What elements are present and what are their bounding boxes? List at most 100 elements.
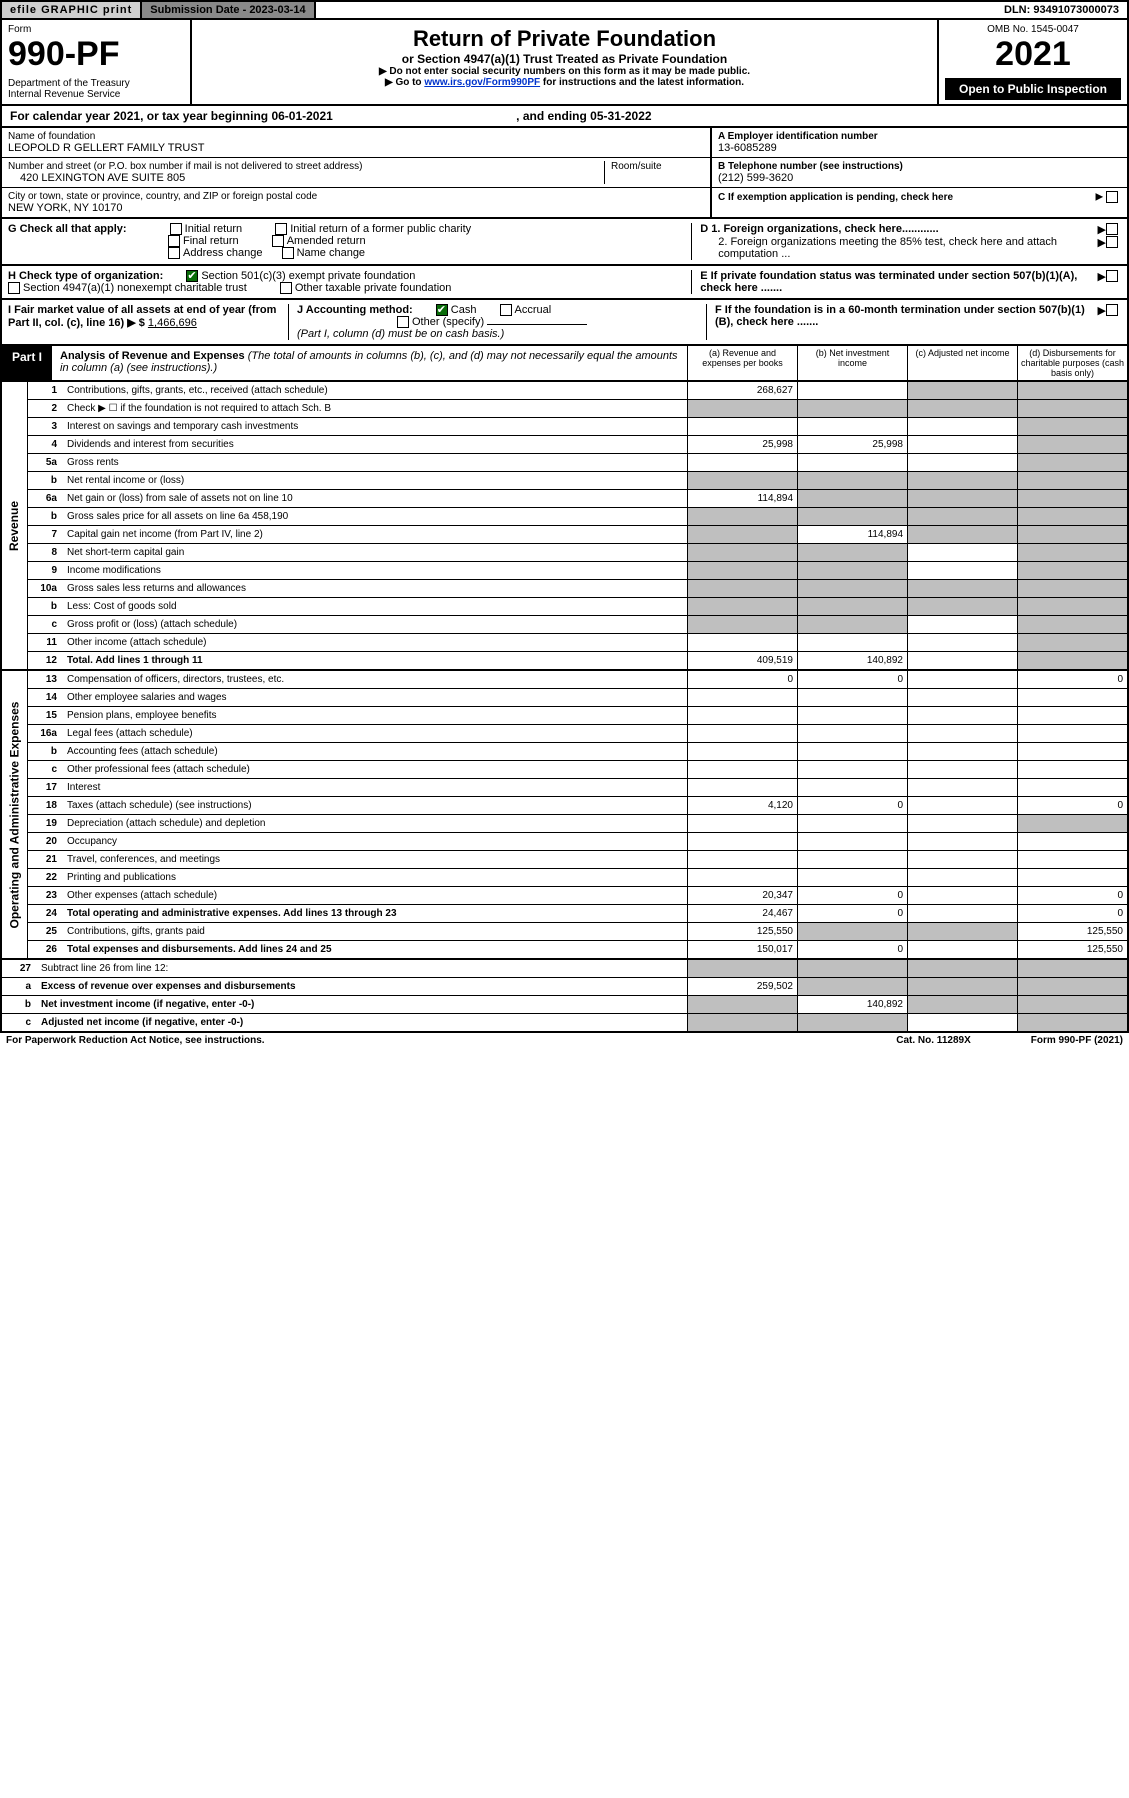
table-row: 3Interest on savings and temporary cash … (28, 418, 1127, 436)
table-cell (1017, 779, 1127, 796)
table-row: bNet investment income (if negative, ent… (2, 996, 1127, 1014)
j-check-other[interactable] (397, 316, 409, 328)
table-cell (687, 851, 797, 868)
note2: ▶ Go to (385, 77, 424, 88)
table-cell (1017, 1014, 1127, 1031)
info-grid: Name of foundation LEOPOLD R GELLERT FAM… (0, 128, 1129, 219)
table-cell (1017, 382, 1127, 399)
g-check-amended[interactable] (272, 235, 284, 247)
table-cell (1017, 978, 1127, 995)
table-cell (1017, 996, 1127, 1013)
h-check-501c3[interactable] (186, 270, 198, 282)
table-row: 21Travel, conferences, and meetings (28, 851, 1127, 869)
f-label: F If the foundation is in a 60-month ter… (715, 304, 1098, 328)
h-check-4947[interactable] (8, 282, 20, 294)
efile-button[interactable]: efile GRAPHIC print (2, 2, 142, 18)
j-check-accrual[interactable] (500, 304, 512, 316)
g-check-name[interactable] (282, 247, 294, 259)
h-check-other[interactable] (280, 282, 292, 294)
col-a-header: (a) Revenue and expenses per books (687, 346, 797, 380)
table-cell (687, 544, 797, 561)
table-cell (797, 382, 907, 399)
row-num: b (28, 508, 63, 525)
table-cell (687, 996, 797, 1013)
table-cell (907, 598, 1017, 615)
table-cell (687, 761, 797, 778)
table-cell (907, 887, 1017, 904)
table-row: 22Printing and publications (28, 869, 1127, 887)
d1-checkbox[interactable] (1106, 223, 1118, 235)
final-table: 27Subtract line 26 from line 12:aExcess … (0, 960, 1129, 1033)
irs-link[interactable]: www.irs.gov/Form990PF (424, 77, 540, 88)
table-cell (687, 508, 797, 525)
table-cell (1017, 634, 1127, 651)
table-cell (907, 996, 1017, 1013)
table-cell (797, 490, 907, 507)
note3: for instructions and the latest informat… (540, 77, 744, 88)
table-row: 24Total operating and administrative exp… (28, 905, 1127, 923)
title-main: Return of Private Foundation (198, 26, 931, 52)
table-cell (907, 671, 1017, 688)
table-cell (797, 725, 907, 742)
table-cell (907, 562, 1017, 579)
table-row: 16aLegal fees (attach schedule) (28, 725, 1127, 743)
row-label: Other expenses (attach schedule) (63, 887, 687, 904)
revenue-side: Revenue (2, 382, 28, 669)
table-cell (687, 616, 797, 633)
row-num: 24 (28, 905, 63, 922)
table-cell (1017, 508, 1127, 525)
col-c-header: (c) Adjusted net income (907, 346, 1017, 380)
i-section: I Fair market value of all assets at end… (8, 304, 278, 340)
phone: (212) 599-3620 (718, 172, 1121, 184)
revenue-side-text: Revenue (8, 501, 22, 551)
table-cell: 0 (797, 797, 907, 814)
table-row: bLess: Cost of goods sold (28, 598, 1127, 616)
room-label: Room/suite (611, 161, 704, 172)
h-section: H Check type of organization: Section 50… (8, 270, 681, 294)
row-num: 27 (2, 960, 37, 977)
g-section: G Check all that apply: Initial return I… (8, 223, 681, 260)
j-opt-2: Other (specify) (412, 316, 484, 328)
row-label: Depreciation (attach schedule) and deple… (63, 815, 687, 832)
j-check-cash[interactable] (436, 304, 448, 316)
table-cell (907, 797, 1017, 814)
table-row: 10aGross sales less returns and allowanc… (28, 580, 1127, 598)
table-cell (687, 526, 797, 543)
table-cell (907, 978, 1017, 995)
f-checkbox[interactable] (1106, 304, 1118, 316)
table-cell: 0 (1017, 887, 1127, 904)
table-row: 15Pension plans, employee benefits (28, 707, 1127, 725)
g-check-final[interactable] (168, 235, 180, 247)
table-cell (907, 743, 1017, 760)
g-check-former[interactable] (275, 223, 287, 235)
c-checkbox[interactable] (1106, 191, 1118, 203)
row-num: 6a (28, 490, 63, 507)
g-check-initial[interactable] (170, 223, 182, 235)
table-row: cGross profit or (loss) (attach schedule… (28, 616, 1127, 634)
row-label: Net gain or (loss) from sale of assets n… (63, 490, 687, 507)
i-j-f-row: I Fair market value of all assets at end… (0, 300, 1129, 346)
table-cell (797, 544, 907, 561)
table-cell (797, 508, 907, 525)
table-cell (907, 905, 1017, 922)
col-b-header: (b) Net investment income (797, 346, 907, 380)
name-cell: Name of foundation LEOPOLD R GELLERT FAM… (2, 128, 710, 158)
row-label: Dividends and interest from securities (63, 436, 687, 453)
foundation-name: LEOPOLD R GELLERT FAMILY TRUST (8, 142, 704, 154)
table-row: 26Total expenses and disbursements. Add … (28, 941, 1127, 958)
phone-label: B Telephone number (see instructions) (718, 161, 1121, 172)
table-row: 25Contributions, gifts, grants paid125,5… (28, 923, 1127, 941)
table-cell (797, 815, 907, 832)
g-check-addr[interactable] (168, 247, 180, 259)
table-cell (797, 869, 907, 886)
row-num: c (28, 761, 63, 778)
row-label: Other employee salaries and wages (63, 689, 687, 706)
d1-label: D 1. Foreign organizations, check here..… (700, 223, 1097, 236)
row-num: 20 (28, 833, 63, 850)
row-num: 18 (28, 797, 63, 814)
table-cell: 0 (797, 905, 907, 922)
d2-checkbox[interactable] (1106, 236, 1118, 248)
table-cell (687, 815, 797, 832)
table-cell: 25,998 (687, 436, 797, 453)
e-checkbox[interactable] (1106, 270, 1118, 282)
